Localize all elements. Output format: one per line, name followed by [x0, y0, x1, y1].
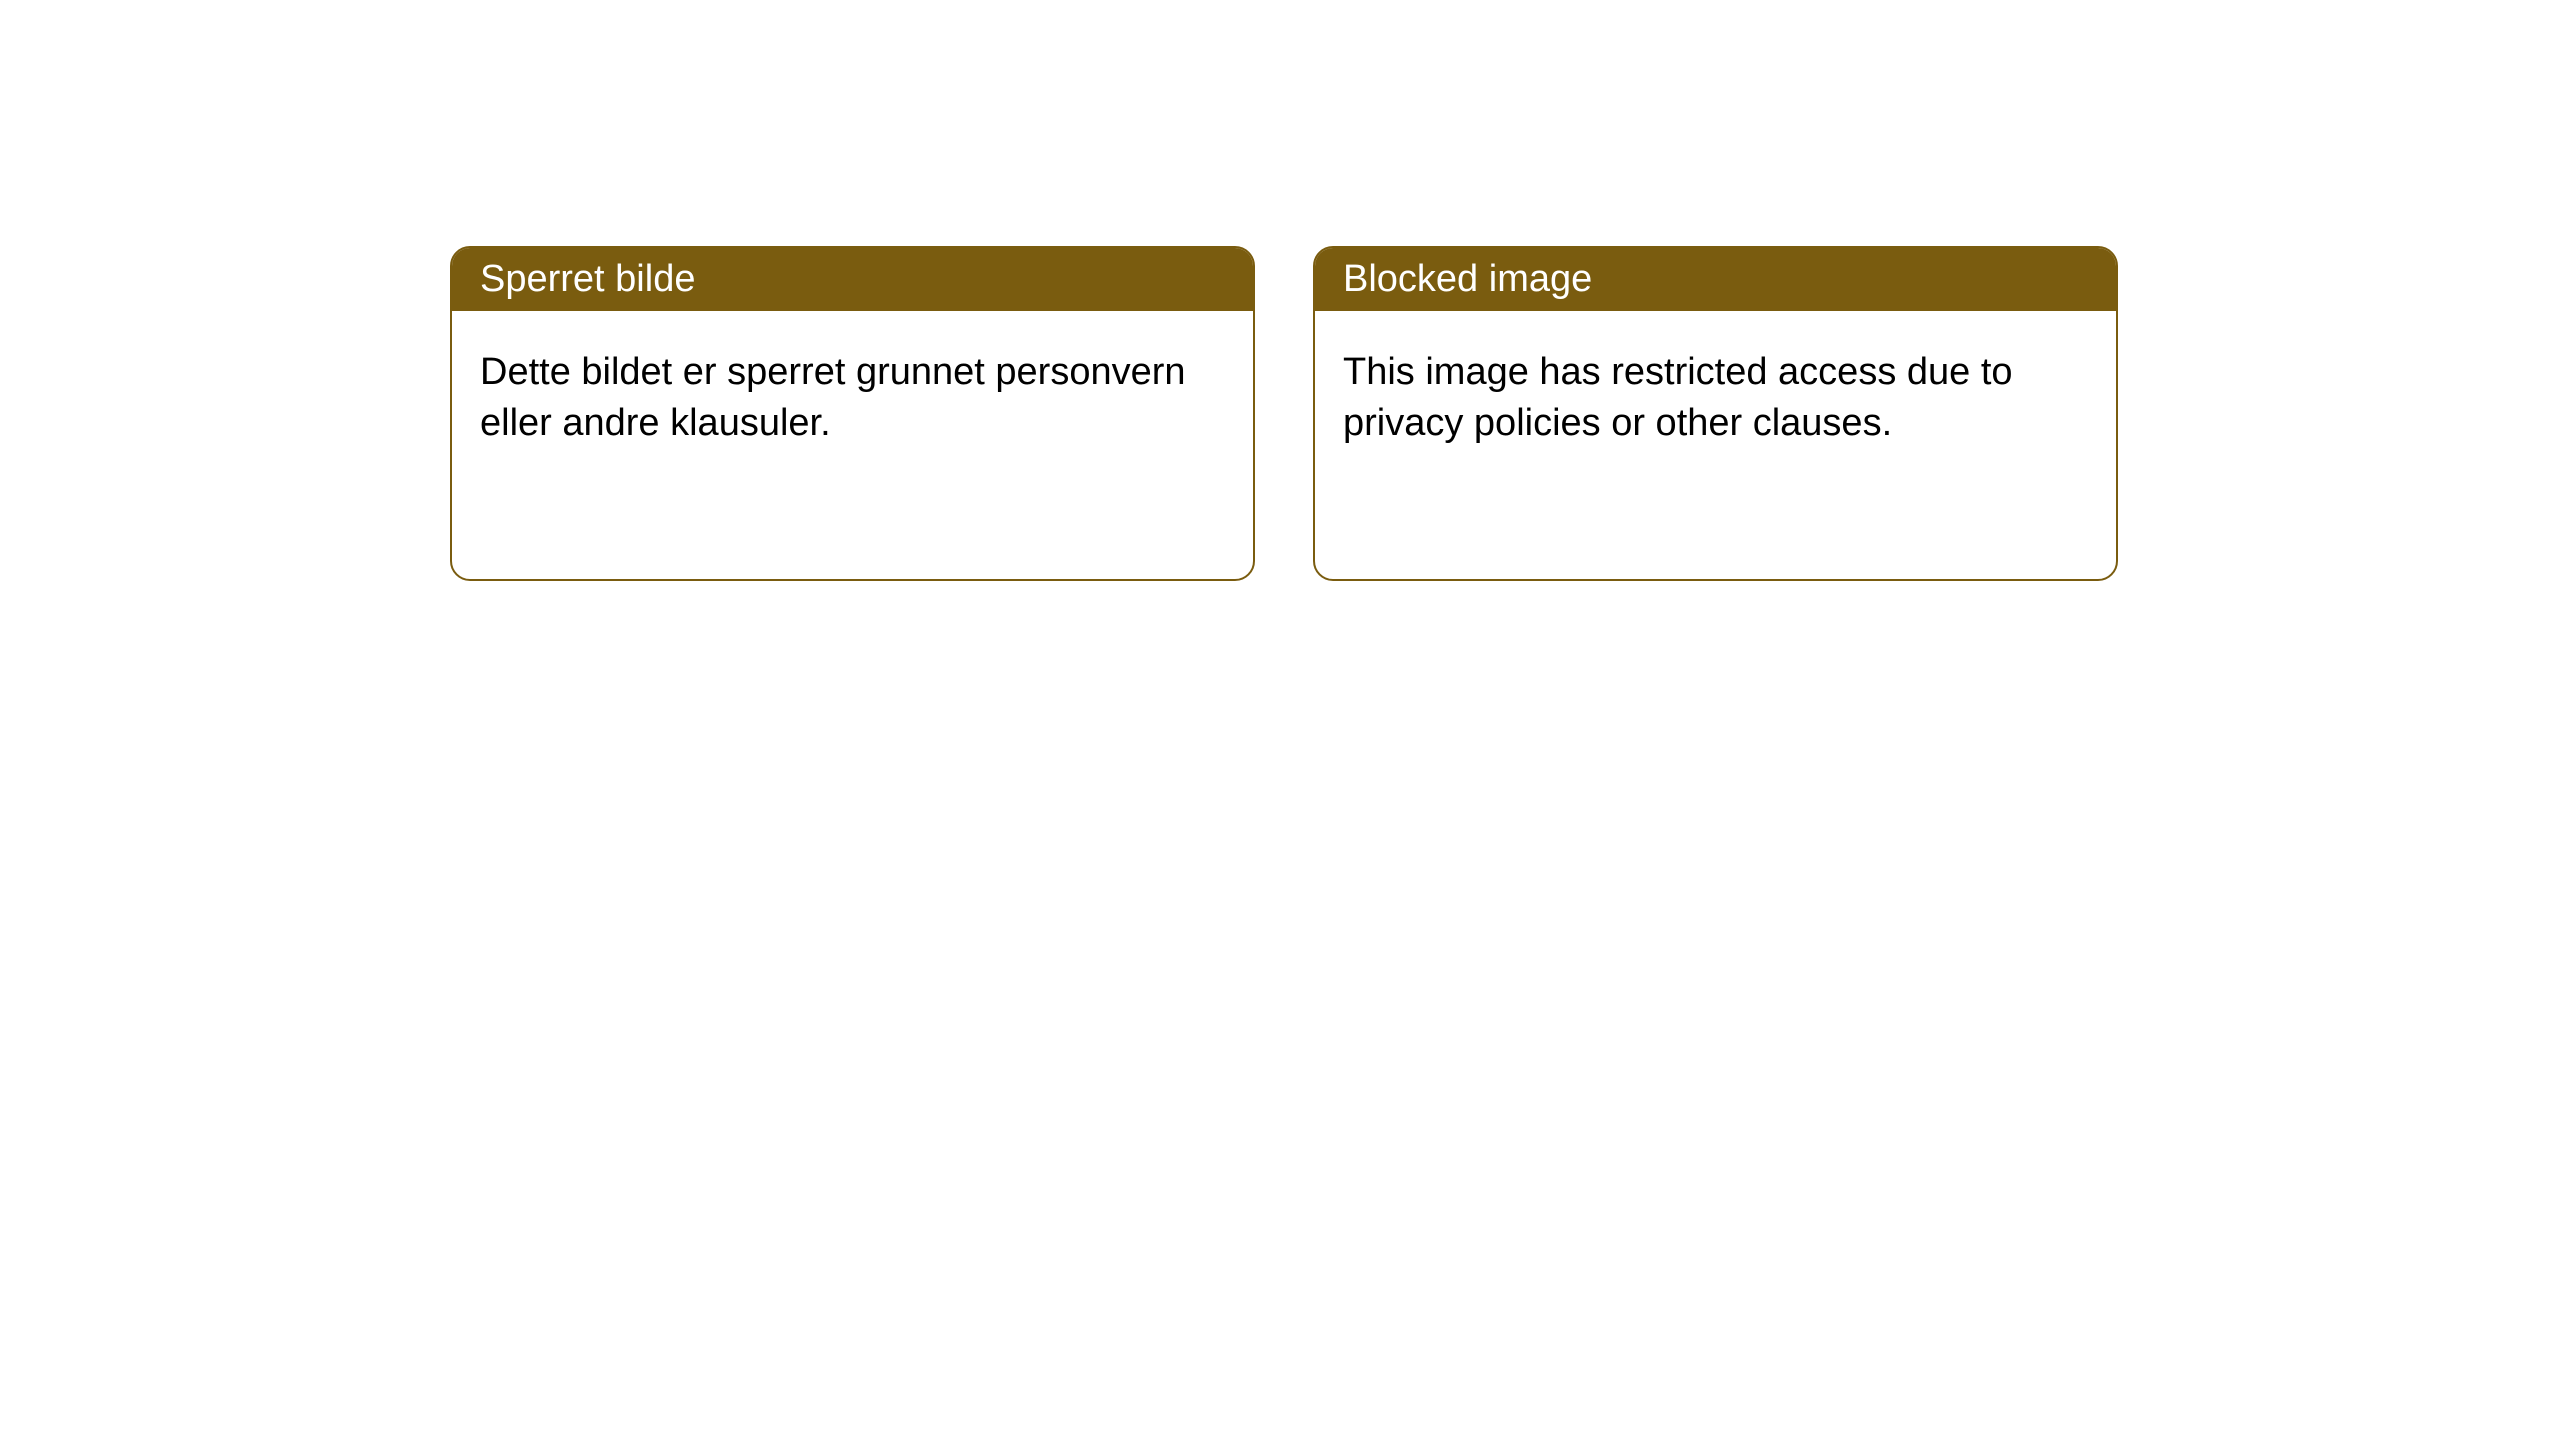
- notice-card-norwegian: Sperret bilde Dette bildet er sperret gr…: [450, 246, 1255, 581]
- notice-header: Sperret bilde: [452, 248, 1253, 311]
- notice-title: Sperret bilde: [480, 258, 695, 300]
- notice-title: Blocked image: [1343, 258, 1592, 300]
- notice-body-text: This image has restricted access due to …: [1343, 351, 2013, 444]
- notice-body: This image has restricted access due to …: [1315, 311, 2116, 486]
- notice-container: Sperret bilde Dette bildet er sperret gr…: [0, 0, 2560, 581]
- notice-card-english: Blocked image This image has restricted …: [1313, 246, 2118, 581]
- notice-header: Blocked image: [1315, 248, 2116, 311]
- notice-body-text: Dette bildet er sperret grunnet personve…: [480, 351, 1186, 444]
- notice-body: Dette bildet er sperret grunnet personve…: [452, 311, 1253, 486]
